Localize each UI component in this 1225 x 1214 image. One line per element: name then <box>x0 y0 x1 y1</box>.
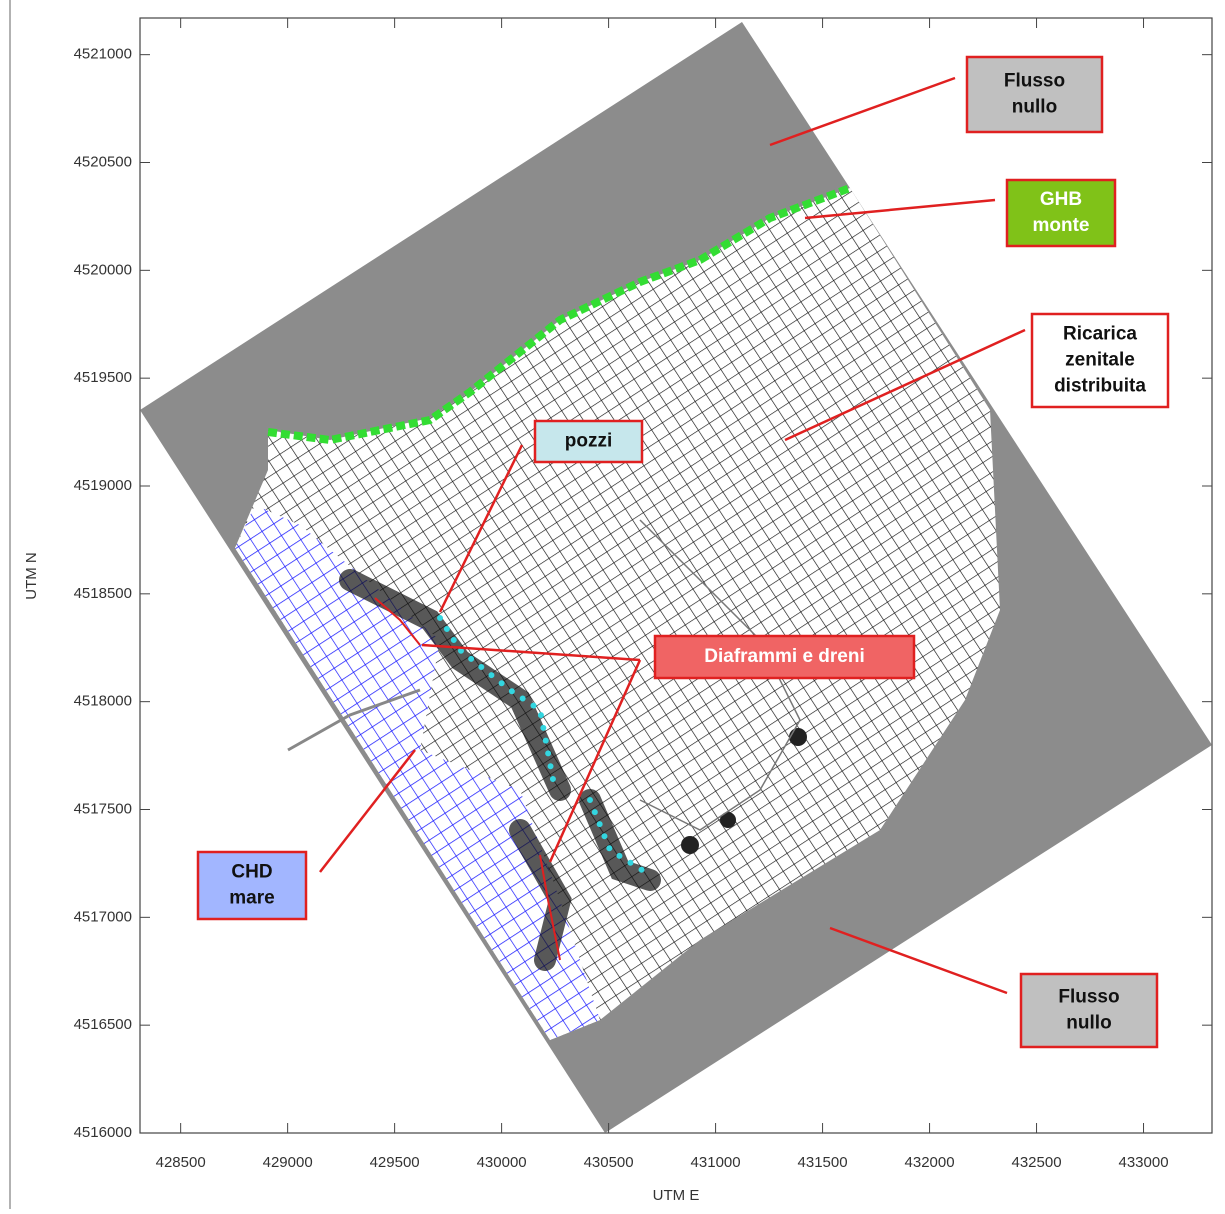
y-tick-label: 4516500 <box>74 1016 132 1033</box>
annotation-text: mare <box>229 888 274 909</box>
annotation-text: zenitale <box>1065 350 1135 371</box>
y-tick-label: 4519500 <box>74 369 132 386</box>
y-tick-label: 4516000 <box>74 1124 132 1141</box>
x-tick-label: 432500 <box>1012 1154 1062 1171</box>
annotation-box <box>967 57 1102 132</box>
annotation-text: Flusso <box>1004 71 1065 92</box>
y-tick-label: 4518500 <box>74 585 132 602</box>
x-tick-label: 431000 <box>691 1154 741 1171</box>
annotation-text: GHB <box>1040 189 1082 210</box>
refined-cells <box>789 728 807 746</box>
x-tick-label: 431500 <box>798 1154 848 1171</box>
annotation-text: Diaframmi e dreni <box>704 646 865 667</box>
y-tick-label: 4519000 <box>74 477 132 494</box>
x-tick-label: 430000 <box>477 1154 527 1171</box>
x-axis-label: UTM E <box>653 1187 700 1204</box>
y-tick-label: 4520500 <box>74 153 132 170</box>
x-tick-label: 430500 <box>584 1154 634 1171</box>
y-axis-label: UTM N <box>23 552 40 600</box>
annotation-text: pozzi <box>565 431 613 452</box>
annotation-text: nullo <box>1012 97 1057 118</box>
annotation-text: CHD <box>231 862 272 883</box>
annotation-text: monte <box>1033 215 1090 236</box>
x-tick-label: 428500 <box>156 1154 206 1171</box>
annotation-box <box>1021 974 1157 1047</box>
annotation-text: Flusso <box>1058 987 1119 1008</box>
y-tick-label: 4518000 <box>74 693 132 710</box>
map: Flusso nullo GHB monte Ricarica zenitale distr… <box>0 0 1225 1209</box>
y-tick-label: 4521000 <box>74 46 132 63</box>
x-tick-label: 432000 <box>905 1154 955 1171</box>
x-tick-label: 429000 <box>263 1154 313 1171</box>
x-tick-label: 429500 <box>370 1154 420 1171</box>
y-tick-label: 4517000 <box>74 908 132 925</box>
annotation-text: distribuita <box>1054 376 1146 397</box>
refined-cells <box>681 836 699 854</box>
y-tick-label: 4517500 <box>74 800 132 817</box>
annotation-text: nullo <box>1066 1013 1111 1034</box>
x-tick-label: 433000 <box>1118 1154 1168 1171</box>
y-tick-label: 4520000 <box>74 261 132 278</box>
annotation-text: Ricarica <box>1063 324 1137 345</box>
